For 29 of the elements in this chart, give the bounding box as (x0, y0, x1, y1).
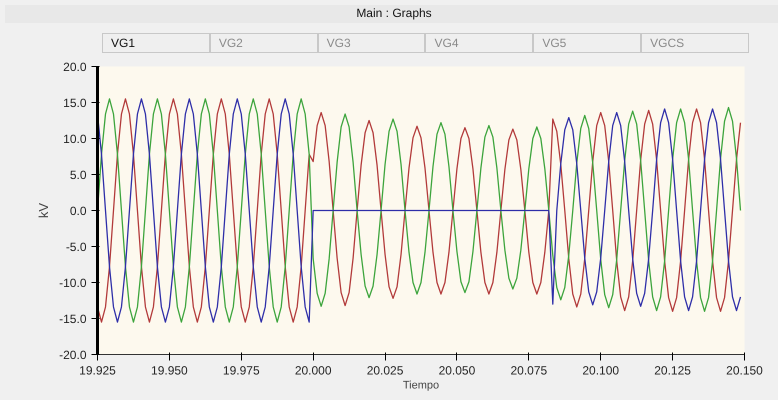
x-tick-label: 20.125 (654, 364, 692, 378)
x-tick-label: 20.025 (366, 364, 404, 378)
y-tick-label: -15.0 (59, 312, 87, 326)
x-tick-label: 20.100 (582, 364, 620, 378)
x-tick-label: 19.925 (79, 364, 116, 378)
x-axis-title: Tiempo (402, 380, 440, 392)
y-tick-label: 10.0 (63, 132, 87, 146)
x-tick-label: 20.150 (726, 364, 764, 378)
line-series (98, 98, 742, 323)
x-tick-label: 20.075 (510, 364, 548, 378)
chart-title: Main : Graphs (5, 6, 778, 20)
y-tick-label: 5.0 (70, 168, 87, 182)
text: VG4 (425, 33, 534, 53)
y-tick-label: 20.0 (63, 60, 87, 74)
text: VG3 (318, 33, 426, 53)
y-tick-label: -10.0 (59, 276, 87, 290)
text: VG1 (102, 33, 210, 53)
x-tick-label: 19.975 (222, 364, 260, 378)
x-tick-label: 20.000 (294, 364, 332, 378)
y-tick-label: 15.0 (63, 96, 87, 110)
text: VG2 (210, 33, 318, 53)
y-tick-label: -5.0 (66, 240, 87, 254)
text: VG5 (533, 33, 642, 53)
y-axis-title: kV (36, 202, 52, 218)
y-tick-label: -20.0 (59, 348, 87, 362)
y-tick-label: 0.0 (70, 204, 87, 218)
x-tick-label: 19.950 (151, 364, 188, 378)
x-tick-label: 20.050 (438, 364, 476, 378)
text: VGCS (641, 33, 749, 53)
